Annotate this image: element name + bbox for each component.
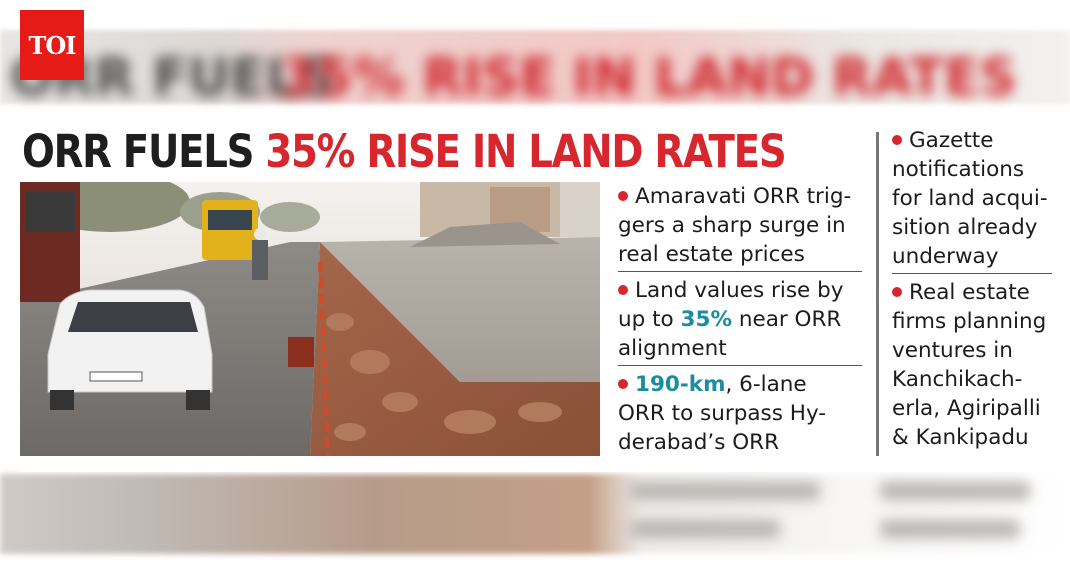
blurred-headline-ghost-red: 35% RISE IN LAND RATES <box>280 48 1017 108</box>
toi-logo-text: TOI <box>28 30 77 60</box>
red-bullet-icon <box>618 379 628 389</box>
bullet-text: ventures in <box>892 338 1013 363</box>
bullet-text: , 6-lane <box>725 372 807 397</box>
bullet-text: firms planning <box>892 309 1047 334</box>
headline-part-red: 35% RISE IN LAND RATES <box>265 125 786 178</box>
blurred-backdrop-top: ORR FUELS 35% RISE IN LAND RATES <box>0 30 1070 108</box>
bullet-text: Amaravati ORR trig- <box>635 184 852 209</box>
blurred-text-ghost <box>880 482 1030 500</box>
blurred-backdrop-bottom <box>0 474 1070 554</box>
bullet-text: near ORR <box>732 307 842 332</box>
road-construction-photo <box>20 182 600 456</box>
bullet-item: Gazette notifications for land acqui- si… <box>892 126 1052 271</box>
blurred-text-ghost <box>880 520 1020 538</box>
headline: ORR FUELS 35% RISE IN LAND RATES <box>22 122 787 182</box>
bullet-text: Real estate <box>909 280 1030 305</box>
bullet-text: sition already <box>892 215 1038 240</box>
bullet-text: & Kankipadu <box>892 425 1029 450</box>
bullet-item: Amaravati ORR trig- gers a sharp surge i… <box>618 182 862 269</box>
bullet-text: ORR to surpass Hy- <box>618 401 827 426</box>
bullet-item: Land values rise by up to 35% near ORR a… <box>618 276 862 363</box>
highlight-figure: 190-km <box>635 372 726 397</box>
bullet-text: real estate prices <box>618 242 805 267</box>
bullet-text: Gazette <box>909 128 994 153</box>
bullet-text: derabad’s ORR <box>618 430 780 455</box>
highlight-figure: 35% <box>680 307 732 332</box>
divider <box>618 271 862 272</box>
blurred-text-ghost <box>630 482 820 500</box>
bullets-middle-column: Amaravati ORR trig- gers a sharp surge i… <box>618 182 862 457</box>
red-bullet-icon <box>892 287 902 297</box>
bullet-text: gers a sharp surge in <box>618 213 846 238</box>
headline-part-black: ORR FUELS <box>22 125 254 178</box>
divider <box>618 365 862 366</box>
bullet-text: erla, Agiripalli <box>892 396 1041 421</box>
bullet-text: Land values rise by <box>635 278 844 303</box>
bullet-item: Real estate firms planning ventures in K… <box>892 278 1052 452</box>
bullet-text: notifications <box>892 157 1025 182</box>
toi-logo[interactable]: TOI <box>20 10 84 80</box>
bullet-text: for land acqui- <box>892 186 1048 211</box>
blurred-text-ghost <box>630 520 780 538</box>
column-divider <box>876 132 879 456</box>
bullet-text: alignment <box>618 336 727 361</box>
bullets-right-column: Gazette notifications for land acqui- si… <box>892 126 1052 452</box>
red-bullet-icon <box>892 135 902 145</box>
red-bullet-icon <box>618 191 628 201</box>
red-bullet-icon <box>618 285 628 295</box>
bullet-text: up to <box>618 307 681 332</box>
divider <box>892 273 1052 274</box>
bullet-text: Kanchikach- <box>892 367 1023 392</box>
news-graphic-card: ORR FUELS 35% RISE IN LAND RATES <box>20 116 1052 472</box>
bullet-item: 190-km, 6-lane ORR to surpass Hy- deraba… <box>618 370 862 457</box>
bullet-text: underway <box>892 244 999 269</box>
